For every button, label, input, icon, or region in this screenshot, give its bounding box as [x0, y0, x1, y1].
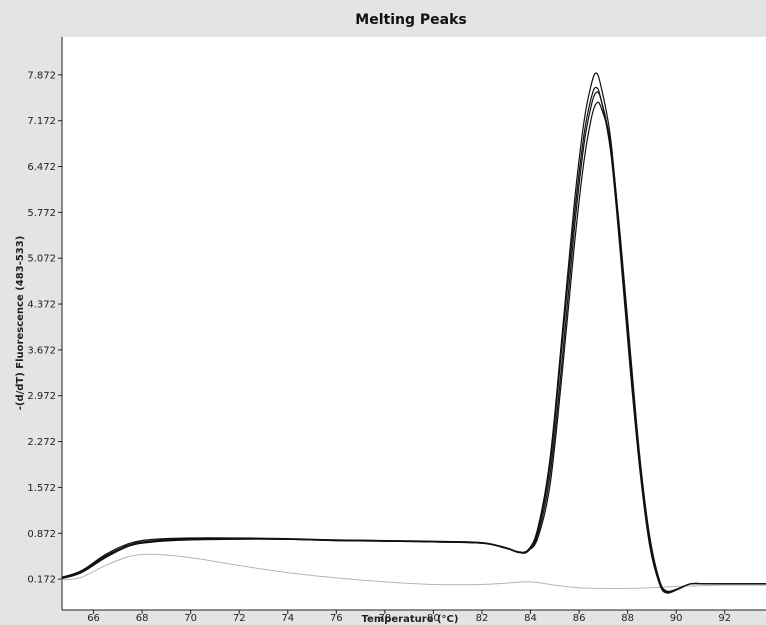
y-tick-label: 7.172 [27, 116, 56, 127]
x-tick-label: 88 [621, 613, 634, 624]
x-tick-label: 82 [476, 613, 489, 624]
x-tick-label: 90 [670, 613, 683, 624]
x-tick-label: 86 [573, 613, 586, 624]
y-tick-label: 6.472 [27, 162, 56, 173]
y-tick-label: 3.672 [27, 345, 56, 356]
x-tick-label: 70 [184, 613, 197, 624]
series-line-1 [61, 72, 766, 594]
y-tick-label: 1.572 [27, 483, 56, 494]
y-tick-label: 2.272 [27, 437, 56, 448]
axes: 0.172 0.872 1.572 2.272 2.972 3.672 4.372 5.072… [27, 37, 766, 624]
y-tick-label: 4.372 [27, 300, 56, 311]
y-tick-label: 7.872 [27, 70, 56, 81]
series-line-4 [61, 101, 766, 593]
y-tick-label: 5.072 [27, 254, 56, 265]
series-layer [61, 72, 766, 594]
x-tick-label: 84 [524, 613, 537, 624]
x-tick-label: 66 [87, 613, 100, 624]
x-tick-label: 92 [718, 613, 731, 624]
x-tick-label: 76 [330, 613, 343, 624]
plot-area [62, 37, 766, 610]
x-tick-label: 72 [233, 613, 246, 624]
y-tick-label: 0.872 [27, 529, 56, 540]
series-line-5 [61, 553, 766, 589]
x-axis-label: Temperature (°C) [362, 614, 459, 625]
x-tick-label: 74 [281, 613, 294, 624]
y-tick-label: 0.172 [27, 575, 56, 586]
y-tick-label: 2.972 [27, 391, 56, 402]
y-axis-label: -(d/dT) Fluorescence (483-533) [15, 236, 26, 411]
x-tick-label: 68 [136, 613, 149, 624]
chart-title: Melting Peaks [355, 12, 466, 28]
x-tick-label: 80 [427, 613, 440, 624]
x-tick-label: 78 [379, 613, 392, 624]
y-tick-label: 5.772 [27, 208, 56, 219]
